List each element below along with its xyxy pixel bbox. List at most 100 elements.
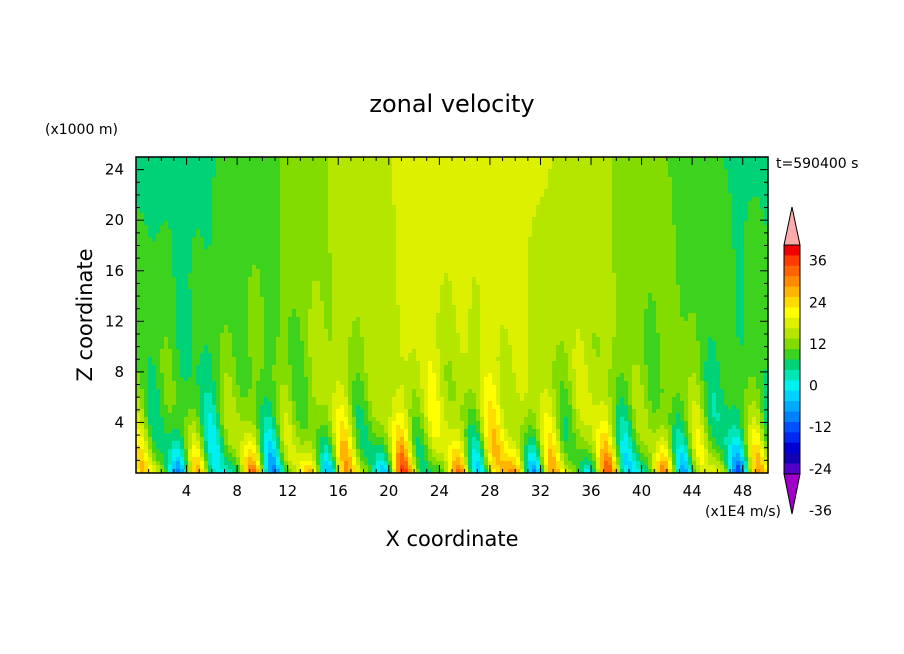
contour-cell bbox=[764, 253, 769, 258]
contour-cell bbox=[172, 281, 177, 286]
contour-cell bbox=[536, 185, 541, 190]
contour-cell bbox=[168, 237, 173, 242]
contour-cell bbox=[708, 257, 713, 262]
contour-cell bbox=[448, 161, 453, 166]
contour-cell bbox=[412, 177, 417, 182]
contour-cell bbox=[172, 205, 177, 210]
contour-cell bbox=[588, 221, 593, 226]
contour-cell bbox=[756, 193, 761, 198]
contour-cell bbox=[472, 189, 477, 194]
contour-cell bbox=[648, 197, 653, 202]
contour-cell bbox=[320, 221, 325, 226]
contour-cell bbox=[492, 201, 497, 206]
contour-cell bbox=[616, 273, 621, 278]
contour-cell bbox=[260, 161, 265, 166]
contour-cell bbox=[264, 237, 269, 242]
contour-cell bbox=[296, 273, 301, 278]
contour-cell bbox=[464, 261, 469, 266]
contour-cell bbox=[360, 229, 365, 234]
contour-cell bbox=[168, 261, 173, 266]
contour-cell bbox=[464, 165, 469, 170]
contour-cell bbox=[400, 157, 405, 162]
contour-cell bbox=[216, 217, 221, 222]
contour-cell bbox=[716, 277, 721, 282]
contour-cell bbox=[552, 213, 557, 218]
contour-cell bbox=[200, 173, 205, 178]
contour-cell bbox=[264, 277, 269, 282]
contour-cell bbox=[712, 229, 717, 234]
contour-cell bbox=[608, 193, 613, 198]
contour-cell bbox=[184, 261, 189, 266]
contour-cell bbox=[384, 221, 389, 226]
contour-cell bbox=[428, 161, 433, 166]
contour-cell bbox=[252, 173, 257, 178]
contour-cell bbox=[700, 237, 705, 242]
contour-cell bbox=[408, 173, 413, 178]
contour-cell bbox=[392, 253, 397, 258]
contour-cell bbox=[744, 193, 749, 198]
contour-cell bbox=[504, 157, 509, 162]
contour-cell bbox=[436, 189, 441, 194]
contour-cell bbox=[492, 165, 497, 170]
contour-cell bbox=[380, 221, 385, 226]
contour-cell bbox=[680, 217, 685, 222]
contour-cell bbox=[456, 269, 461, 274]
contour-cell bbox=[172, 225, 177, 230]
contour-cell bbox=[484, 253, 489, 258]
contour-cell bbox=[252, 233, 257, 238]
contour-cell bbox=[444, 281, 449, 286]
contour-cell bbox=[280, 213, 285, 218]
contour-cell bbox=[508, 281, 513, 286]
contour-cell bbox=[712, 165, 717, 170]
contour-cell bbox=[748, 221, 753, 226]
contour-cell bbox=[248, 253, 253, 258]
contour-cell bbox=[348, 257, 353, 262]
contour-cell bbox=[304, 269, 309, 274]
contour-cell bbox=[708, 157, 713, 162]
contour-cell bbox=[180, 173, 185, 178]
contour-cell bbox=[712, 241, 717, 246]
contour-cell bbox=[680, 245, 685, 250]
contour-cell bbox=[476, 197, 481, 202]
contour-cell bbox=[608, 185, 613, 190]
contour-cell bbox=[412, 229, 417, 234]
contour-cell bbox=[716, 265, 721, 270]
contour-cell bbox=[756, 205, 761, 210]
contour-cell bbox=[492, 265, 497, 270]
contour-cell bbox=[536, 181, 541, 186]
contour-cell bbox=[384, 277, 389, 282]
contour-cell bbox=[460, 229, 465, 234]
contour-cell bbox=[544, 173, 549, 178]
contour-cell bbox=[604, 181, 609, 186]
contour-cell bbox=[180, 217, 185, 222]
contour-cell bbox=[188, 261, 193, 266]
contour-cell bbox=[236, 261, 241, 266]
contour-cell bbox=[684, 241, 689, 246]
contour-cell bbox=[728, 209, 733, 214]
contour-cell bbox=[332, 237, 337, 242]
contour-cell bbox=[604, 229, 609, 234]
contour-cell bbox=[696, 169, 701, 174]
contour-cell bbox=[348, 233, 353, 238]
contour-cell bbox=[604, 213, 609, 218]
contour-cell bbox=[412, 265, 417, 270]
contour-cell bbox=[280, 217, 285, 222]
contour-cell bbox=[708, 221, 713, 226]
contour-cell bbox=[196, 201, 201, 206]
contour-cell bbox=[300, 257, 305, 262]
contour-cell bbox=[544, 249, 549, 254]
contour-cell bbox=[564, 265, 569, 270]
contour-cell bbox=[376, 189, 381, 194]
contour-cell bbox=[284, 157, 289, 162]
contour-cell bbox=[352, 217, 357, 222]
contour-cell bbox=[524, 169, 529, 174]
contour-cell bbox=[632, 233, 637, 238]
contour-cell bbox=[436, 173, 441, 178]
contour-cell bbox=[560, 209, 565, 214]
contour-cell bbox=[624, 237, 629, 242]
contour-cell bbox=[160, 265, 165, 270]
contour-cell bbox=[264, 177, 269, 182]
contour-cell bbox=[716, 181, 721, 186]
contour-cell bbox=[212, 205, 217, 210]
contour-cell bbox=[140, 157, 145, 162]
